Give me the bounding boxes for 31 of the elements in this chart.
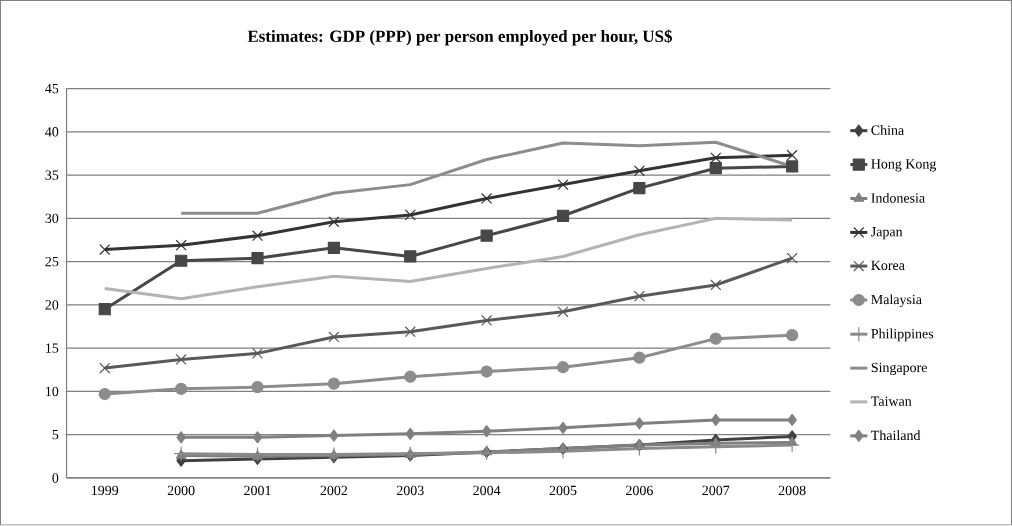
- legend-label: Japan: [871, 227, 903, 240]
- y-tick-label: 25: [45, 257, 59, 267]
- x-tick-label: 2000: [167, 485, 195, 496]
- legend-label: Philippines: [871, 328, 934, 342]
- x-tick-label: 2003: [396, 485, 424, 496]
- y-tick-label: 30: [45, 213, 59, 224]
- legend-label: Thailand: [871, 430, 921, 441]
- x-tick-label: 2004: [473, 485, 501, 496]
- legend-label: Malaysia: [871, 294, 922, 308]
- legend-label: China: [871, 125, 904, 136]
- y-tick-label: 10: [46, 386, 59, 397]
- y-tick-label: 35: [45, 170, 59, 181]
- y-tick-label: 15: [46, 343, 59, 354]
- x-tick-label: 2005: [549, 485, 577, 496]
- legend-label: Korea: [871, 260, 905, 271]
- y-tick-label: 45: [45, 84, 59, 94]
- x-tick-label: 2001: [244, 485, 271, 496]
- chart-title: Estimates: GDP (PPP) per person employed per hour, US$: [247, 29, 672, 46]
- legend-label: Taiwan: [871, 396, 912, 407]
- y-tick-label: 20: [45, 300, 59, 310]
- legend-label: Indonesia: [871, 193, 925, 203]
- x-tick-label: 1999: [92, 485, 119, 496]
- legend-label: Hong Kong: [871, 159, 937, 172]
- x-tick-label: 2008: [778, 485, 806, 496]
- legend-label: Singapore: [871, 363, 927, 376]
- x-tick-label: 2007: [702, 485, 730, 496]
- x-tick-label: 2002: [320, 485, 348, 496]
- y-tick-label: 0: [52, 473, 59, 483]
- x-tick-label: 2006: [626, 485, 653, 496]
- y-tick-label: 40: [45, 127, 59, 137]
- y-tick-label: 5: [52, 430, 59, 440]
